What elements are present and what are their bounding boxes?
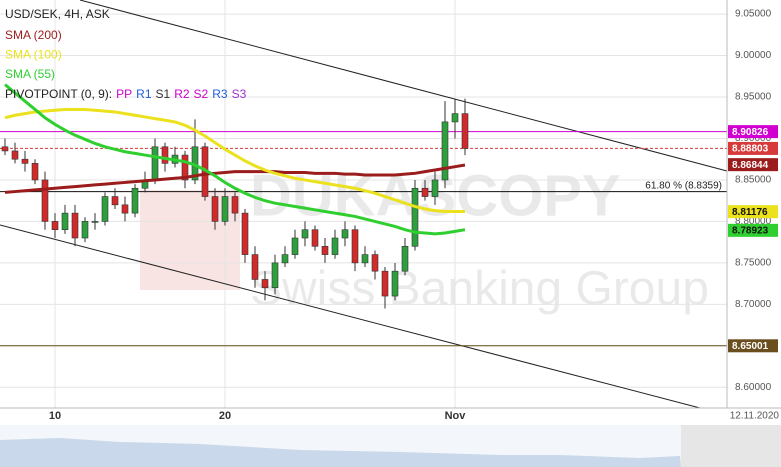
candle-body (271, 262, 279, 289)
price-box-label: 8.90826 (732, 127, 769, 138)
candle-body (11, 150, 19, 160)
candle-body (401, 245, 409, 272)
pivot-item: PP (116, 87, 132, 101)
candle-body (341, 229, 349, 239)
candle-body (421, 187, 429, 197)
navigator (0, 425, 781, 467)
x-tick-label: Nov (445, 410, 467, 422)
candle-body (291, 237, 299, 255)
candle-body (361, 254, 369, 264)
date-label: 12.11.2020 (730, 411, 780, 422)
candle-body (241, 212, 249, 255)
candle-body (461, 113, 469, 149)
price-box (728, 158, 778, 172)
candle-body (101, 196, 109, 222)
price-box-label: 8.81176 (732, 207, 768, 218)
legend: USD/SEK, 4H, ASK SMA (200) SMA (100) SMA (5… (5, 7, 247, 101)
candle-body (381, 270, 389, 297)
candle-body (371, 254, 379, 272)
candle-body (121, 204, 129, 214)
lower-channel-line (0, 224, 701, 409)
pivot-item: R3 (212, 87, 228, 101)
pivot-item: S1 (156, 87, 171, 101)
pivot-item: R2 (174, 87, 190, 101)
price-box-label: 8.86844 (732, 160, 769, 171)
legend-title: USD/SEK, 4H, ASK (5, 7, 110, 21)
navigator-area (0, 438, 681, 467)
candle-body (391, 270, 399, 297)
candle-body (211, 196, 219, 222)
x-tick-label: 20 (219, 410, 231, 422)
candle-body (231, 196, 239, 214)
price-box-label: 8.78923 (732, 225, 769, 236)
navigator-window (681, 425, 781, 467)
candle-body (451, 113, 459, 123)
fib-label: 61.80 % (8.8359) (645, 180, 722, 191)
candle-body (261, 279, 269, 289)
candle-body (51, 221, 59, 231)
candle-body (21, 158, 29, 164)
price-box (728, 339, 778, 353)
candle-body (81, 221, 89, 239)
candle-body (431, 179, 439, 197)
legend-entry: SMA (100) (5, 48, 62, 62)
price-box (728, 141, 778, 155)
watermark-subtext: Swiss Banking Group (250, 263, 709, 316)
price-box-label: 8.88803 (732, 144, 769, 155)
pivot-item: S2 (194, 87, 209, 101)
candle-body (161, 146, 169, 164)
candle-body (31, 163, 39, 181)
y-tick-label: 8.90000 (735, 133, 772, 144)
candle-body (251, 254, 259, 280)
candle-body (441, 121, 449, 181)
y-tick-label: 9.05000 (735, 9, 772, 20)
candle-body (331, 237, 339, 255)
candle-body (351, 229, 359, 264)
y-tick-label: 9.00000 (735, 50, 772, 61)
candle-body (281, 254, 289, 264)
y-tick-label: 8.75000 (735, 258, 772, 269)
candle-body (311, 229, 319, 247)
upper-channel-line (79, 0, 728, 172)
legend-entry: SMA (200) (5, 28, 62, 42)
candle-body (131, 187, 139, 214)
y-tick-label: 8.80000 (735, 216, 772, 227)
candle-body (91, 221, 99, 223)
candle-body (411, 187, 419, 247)
y-tick-label: 8.60000 (735, 382, 772, 393)
candle-body (61, 212, 69, 231)
price-box (728, 125, 778, 139)
pivot-item: S3 (232, 87, 247, 101)
x-tick-label: 10 (49, 410, 61, 422)
plot: 61.80 % (8.8359) (0, 83, 727, 347)
price-box-label: 8.65001 (732, 341, 769, 352)
pivot-item: R1 (136, 87, 152, 101)
y-tick-label: 8.95000 (735, 92, 772, 103)
sma-line (4, 163, 466, 194)
candle-body (321, 245, 329, 255)
axis-labels: 9.05000 9.00000 8.95000 8.90000 8.85000 8.800… (49, 9, 778, 422)
candle-body (71, 212, 79, 239)
candle-body (181, 154, 189, 181)
candle-body (41, 179, 49, 222)
pivot-legend: PIVOTPOINT (0, 9): PP R1 S1 R2 S2 R3 S3 (5, 87, 247, 101)
candle-body (221, 196, 229, 222)
legend-entry: SMA (55) (5, 67, 55, 81)
price-box (728, 205, 778, 219)
sma-line (4, 83, 466, 236)
y-tick-label: 8.85000 (735, 175, 772, 186)
price-box (728, 223, 778, 237)
candle-body (1, 146, 9, 152)
pivot-item: PIVOTPOINT (0, 9): (5, 87, 112, 101)
candle-body (111, 196, 119, 206)
candle-body (301, 229, 309, 239)
y-tick-label: 8.70000 (735, 299, 772, 310)
sma-line (4, 107, 465, 213)
candle-body (151, 146, 159, 181)
